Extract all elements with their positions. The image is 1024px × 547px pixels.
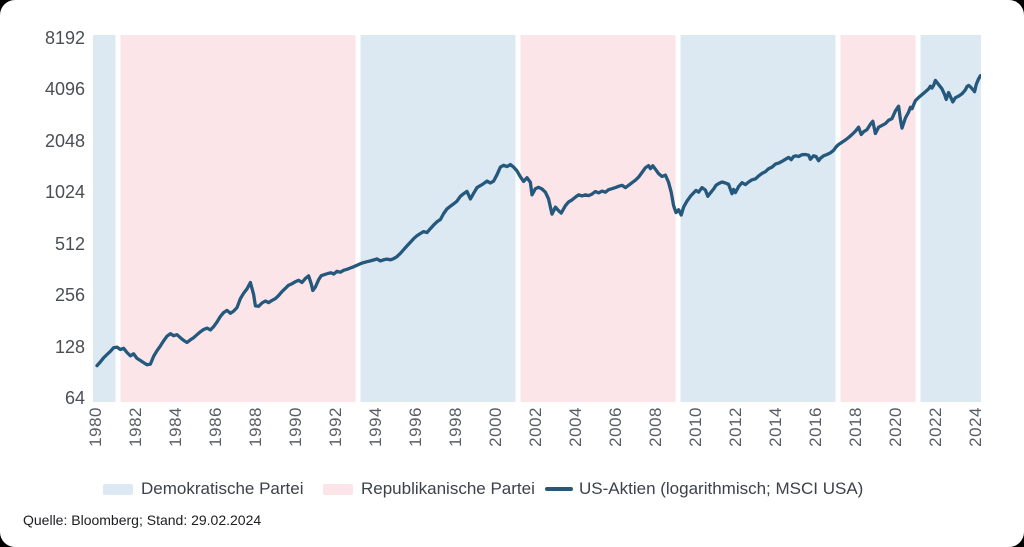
x-axis-tick-label: 2024 — [966, 407, 985, 447]
presidency-band — [840, 35, 916, 402]
x-axis-tick-label: 2010 — [686, 407, 705, 447]
x-axis-tick-label: 1994 — [366, 407, 385, 447]
legend-line-swatch — [545, 487, 573, 491]
x-axis-tick-label: 1988 — [246, 407, 265, 447]
x-axis-tick-label: 2004 — [566, 407, 585, 447]
x-axis-tick-label: 1984 — [166, 407, 185, 447]
presidency-band — [680, 35, 836, 402]
x-axis-tick-label: 2006 — [606, 407, 625, 447]
legend-label: Demokratische Partei — [141, 479, 304, 498]
x-axis-tick-label: 1986 — [206, 407, 225, 447]
x-axis-tick-label: 2014 — [766, 407, 785, 447]
x-axis-tick-label: 2022 — [926, 407, 945, 447]
y-axis-tick-label: 256 — [54, 285, 85, 305]
y-axis-tick-label: 128 — [54, 336, 85, 357]
x-axis-tick-label: 2002 — [526, 407, 545, 447]
y-axis-tick-label: 2048 — [44, 130, 85, 151]
presidency-band — [360, 35, 516, 402]
y-axis-tick-label: 8192 — [44, 27, 85, 48]
x-axis-tick-label: 1982 — [126, 407, 145, 447]
x-axis-tick-label: 2018 — [846, 407, 865, 447]
presidency-band — [520, 35, 676, 402]
x-axis-tick-label: 2016 — [806, 407, 825, 447]
x-axis-tick-label: 2012 — [726, 407, 745, 447]
y-axis-tick-label: 64 — [64, 388, 85, 408]
source-note: Quelle: Bloomberg; Stand: 29.02.2024 — [23, 512, 262, 528]
legend-band-swatch — [323, 483, 353, 495]
x-axis-tick-label: 1996 — [406, 407, 425, 447]
legend-item: Republikanische Partei — [323, 479, 535, 499]
y-axis-tick-label: 512 — [54, 233, 85, 254]
legend-band-swatch — [103, 483, 133, 495]
legend-item: Demokratische Partei — [103, 479, 304, 499]
x-axis-tick-label: 1990 — [286, 407, 305, 447]
presidency-band — [120, 35, 356, 402]
y-axis-tick-label: 1024 — [44, 182, 85, 202]
legend-label: Republikanische Partei — [361, 479, 535, 498]
stock-chart-plot — [93, 35, 981, 402]
x-axis-tick-label: 1998 — [446, 407, 465, 447]
legend-item: US-Aktien (logarithmisch; MSCI USA) — [545, 479, 863, 499]
x-axis-tick-label: 1980 — [86, 407, 105, 447]
x-axis-tick-label: 2008 — [646, 407, 665, 447]
presidency-bands — [93, 35, 981, 402]
x-axis-tick-label: 1992 — [326, 407, 345, 447]
legend-label: US-Aktien (logarithmisch; MSCI USA) — [579, 479, 864, 498]
presidency-band — [93, 35, 116, 402]
x-axis-tick-label: 2000 — [486, 407, 505, 447]
x-axis-tick-label: 2020 — [886, 407, 905, 447]
msci-usa-line — [95, 74, 981, 368]
y-axis-tick-label: 4096 — [44, 79, 85, 99]
